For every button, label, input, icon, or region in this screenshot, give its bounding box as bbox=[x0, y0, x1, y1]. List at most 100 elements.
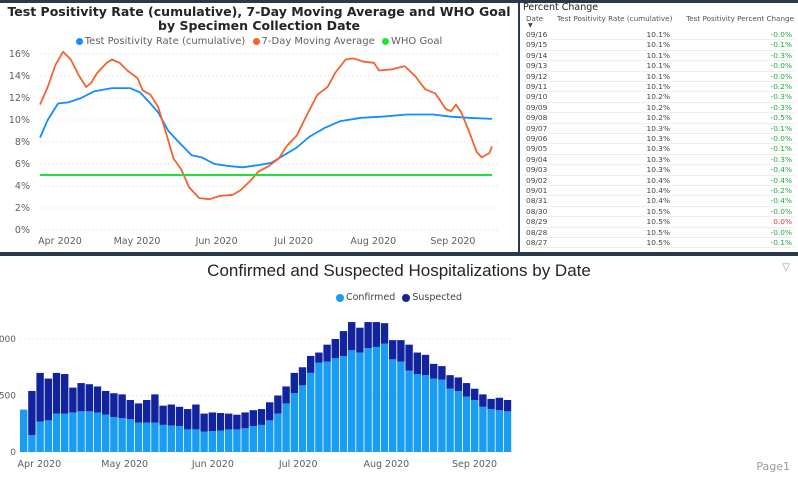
bar-confirmed bbox=[184, 429, 192, 452]
bar-confirmed bbox=[36, 421, 44, 452]
column-header-change[interactable]: Test Positivity Percent Change bbox=[686, 14, 794, 23]
bar-suspected bbox=[331, 339, 339, 359]
column-header-rate[interactable]: Test Positivity Rate (cumulative) bbox=[557, 14, 673, 23]
cell-change: -0.2% bbox=[770, 186, 792, 195]
table-row[interactable]: 09/12 10.1% -0.0% bbox=[524, 72, 794, 82]
cell-date: 09/15 bbox=[526, 40, 548, 50]
bar-suspected bbox=[339, 331, 348, 356]
table-row[interactable]: 08/28 10.5% -0.0% bbox=[524, 228, 794, 238]
bar-suspected bbox=[102, 390, 110, 415]
cell-change: -0.3% bbox=[770, 154, 792, 164]
bar-confirmed bbox=[20, 409, 28, 452]
table-row[interactable]: 09/15 10.1% -0.1% bbox=[524, 40, 794, 51]
legend-item-suspected[interactable]: Suspected bbox=[402, 292, 462, 303]
table-row[interactable]: 09/08 10.2% -0.5% bbox=[524, 113, 794, 124]
table-row[interactable]: 09/05 10.3% -0.1% bbox=[524, 144, 794, 155]
table-row[interactable]: 09/10 10.2% -0.3% bbox=[524, 92, 794, 103]
bar-confirmed bbox=[290, 393, 298, 452]
cell-date: 09/16 bbox=[526, 30, 548, 39]
cell-rate: 10.1% bbox=[646, 61, 670, 71]
bar-confirmed bbox=[175, 426, 184, 452]
bar-suspected bbox=[315, 352, 323, 363]
y-tick-label: 0 bbox=[10, 448, 16, 458]
cell-rate: 10.3% bbox=[646, 134, 670, 143]
bar-confirmed bbox=[257, 424, 266, 452]
hospitalization-legend: Confirmed Suspected bbox=[0, 292, 798, 305]
legend-dot-icon bbox=[252, 38, 260, 45]
cell-date: 09/01 bbox=[526, 186, 548, 195]
funnel-icon[interactable]: ▽ bbox=[782, 262, 790, 273]
percent-change-table: Percent Change Date ▼ Test Positivity Ra… bbox=[520, 2, 798, 252]
x-tick-label: Aug 2020 bbox=[363, 459, 409, 470]
bar-confirmed bbox=[471, 400, 479, 452]
cell-change: -0.4% bbox=[770, 175, 792, 185]
cell-change: -0.3% bbox=[770, 50, 792, 60]
page-label[interactable]: Page1 bbox=[756, 460, 790, 473]
bar-confirmed bbox=[249, 426, 257, 452]
table-row[interactable]: 09/14 10.1% -0.3% bbox=[524, 50, 794, 62]
bar-confirmed bbox=[503, 411, 512, 452]
bar-confirmed bbox=[389, 359, 397, 452]
legend-item-cumulative[interactable]: Test Positivity Rate (cumulative) bbox=[75, 36, 245, 47]
table-row[interactable]: 09/03 10.3% -0.4% bbox=[524, 165, 794, 176]
positivity-chart-panel: Test Positivity Rate (cumulative), 7-Day… bbox=[0, 3, 518, 252]
bar-suspected bbox=[479, 394, 487, 407]
bar-suspected bbox=[307, 355, 315, 373]
bar-suspected bbox=[257, 409, 266, 425]
bar-confirmed bbox=[339, 355, 348, 452]
cell-date: 08/28 bbox=[526, 227, 548, 237]
cell-change: -0.3% bbox=[770, 92, 792, 102]
bar-confirmed bbox=[462, 396, 471, 452]
cell-date: 08/30 bbox=[526, 206, 548, 216]
x-tick-label: Aug 2020 bbox=[350, 236, 396, 247]
cell-date: 09/13 bbox=[526, 61, 548, 71]
legend-dot-icon bbox=[335, 293, 344, 302]
cell-rate: 10.5% bbox=[646, 217, 670, 227]
table-row[interactable]: 09/09 10.2% -0.3% bbox=[524, 102, 794, 114]
table-row[interactable]: 09/16 10.1% -0.0% bbox=[524, 30, 794, 41]
vertical-divider bbox=[518, 0, 520, 252]
cell-rate: 10.5% bbox=[646, 206, 670, 216]
sort-descending-icon[interactable]: ▼ bbox=[528, 22, 533, 29]
table-row[interactable]: 09/11 10.1% -0.2% bbox=[524, 82, 794, 93]
table-row[interactable]: 09/02 10.4% -0.4% bbox=[524, 176, 794, 186]
bar-confirmed bbox=[372, 346, 380, 452]
legend-label: WHO Goal bbox=[391, 36, 443, 47]
table-title: Percent Change bbox=[523, 2, 599, 13]
table-row[interactable]: 08/27 10.5% -0.1% bbox=[524, 238, 794, 249]
legend-dot-icon bbox=[75, 38, 83, 45]
bar-confirmed bbox=[93, 412, 102, 452]
legend-item-who-goal[interactable]: WHO Goal bbox=[382, 36, 442, 47]
bar-confirmed bbox=[52, 413, 61, 452]
table-row[interactable]: 08/29 10.5% 0.0% bbox=[524, 217, 794, 228]
bar-suspected bbox=[495, 397, 503, 411]
bar-confirmed bbox=[241, 428, 249, 452]
column-header-date[interactable]: Date bbox=[526, 14, 544, 23]
hospitalization-bar-chart: 0 500 1000 Apr 2020 May 2020 Jun 2020 Jul 2020… bbox=[0, 322, 512, 470]
table-row[interactable]: 08/30 10.5% -0.0% bbox=[524, 206, 794, 218]
bar-confirmed bbox=[216, 430, 225, 452]
cumulative-rate-line bbox=[39, 87, 493, 169]
y-tick-label: 2% bbox=[15, 203, 30, 214]
bar-confirmed bbox=[413, 374, 421, 452]
bar-suspected bbox=[93, 386, 102, 413]
bar-suspected bbox=[487, 398, 495, 410]
legend-item-moving-average[interactable]: 7-Day Moving Average bbox=[252, 36, 375, 47]
cell-rate: 10.3% bbox=[646, 165, 670, 175]
table-row[interactable]: 09/04 10.3% -0.3% bbox=[524, 154, 794, 166]
table-row[interactable]: 09/06 10.3% -0.0% bbox=[524, 134, 794, 145]
cell-date: 09/10 bbox=[526, 92, 548, 102]
x-tick-label: Jun 2020 bbox=[191, 459, 234, 470]
table-row[interactable]: 09/01 10.4% -0.2% bbox=[524, 186, 794, 197]
bar-suspected bbox=[28, 390, 36, 436]
bar-confirmed bbox=[167, 425, 175, 452]
table-row[interactable]: 09/13 10.1% -0.0% bbox=[524, 61, 794, 72]
cell-change: -0.2% bbox=[770, 82, 792, 91]
legend-item-confirmed[interactable]: Confirmed bbox=[335, 292, 395, 303]
table-row[interactable]: 08/31 10.4% -0.4% bbox=[524, 196, 794, 207]
top-border bbox=[0, 0, 798, 3]
bar-confirmed bbox=[274, 413, 282, 452]
cell-date: 09/08 bbox=[526, 113, 548, 123]
cell-rate: 10.2% bbox=[646, 102, 670, 112]
table-row[interactable]: 09/07 10.3% -0.1% bbox=[524, 124, 794, 134]
